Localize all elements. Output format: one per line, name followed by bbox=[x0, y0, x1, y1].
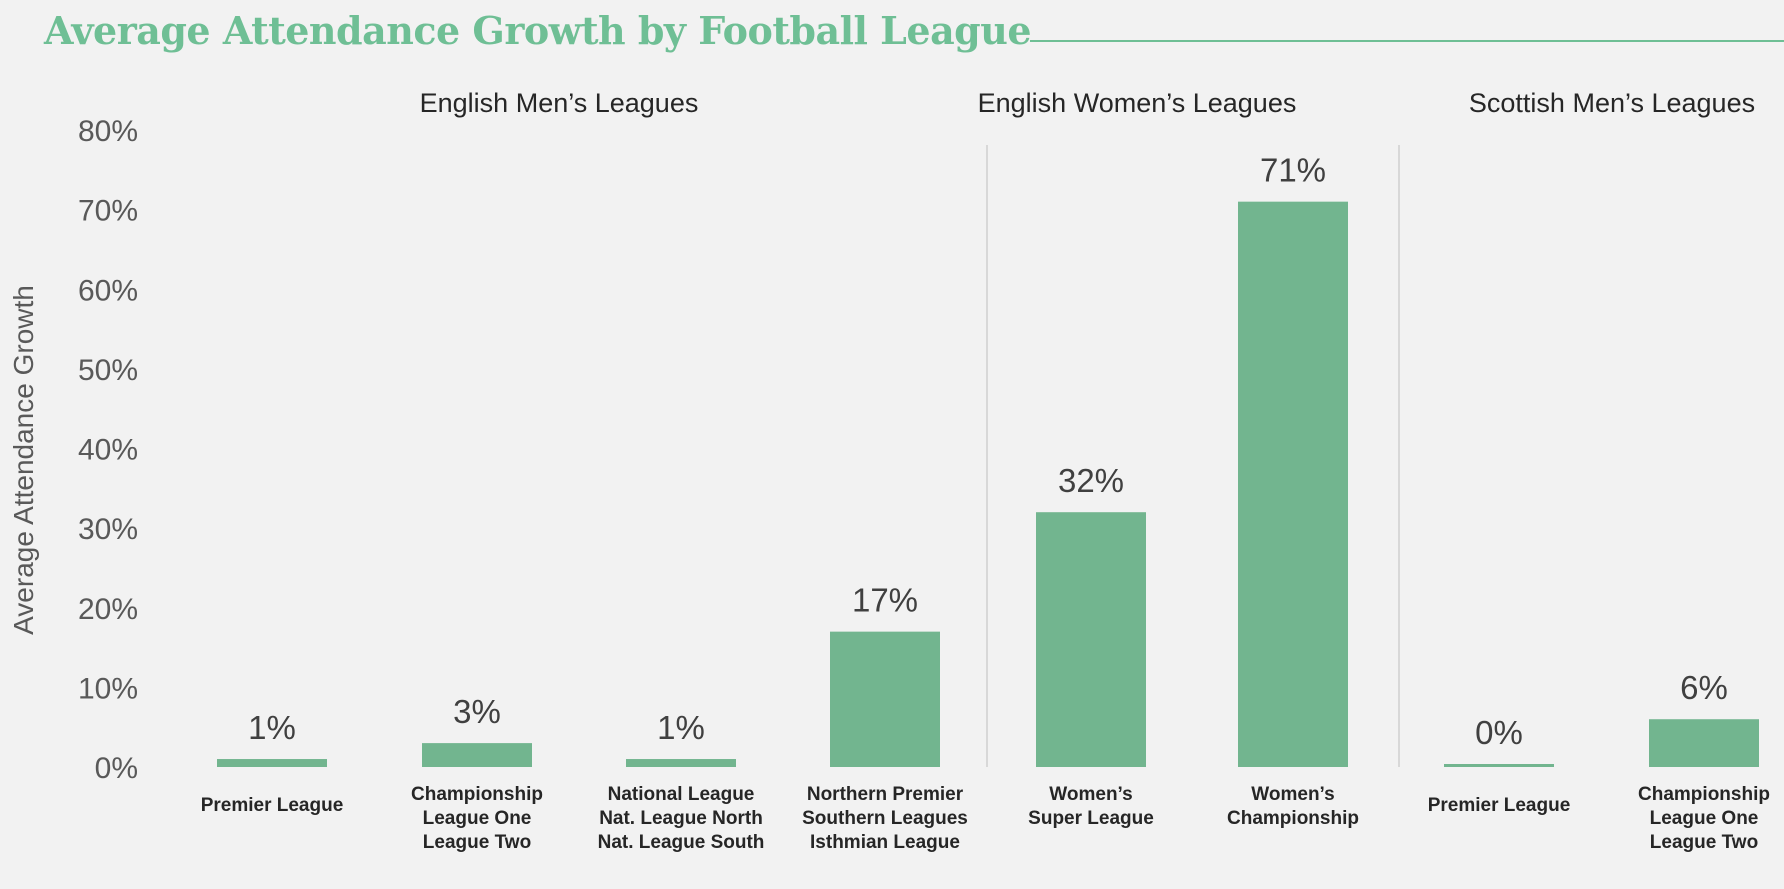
x-tick-label: Nat. League South bbox=[598, 832, 765, 853]
x-tick-label: League Two bbox=[423, 832, 531, 853]
data-label: 0% bbox=[1475, 714, 1523, 751]
x-tick-label: National League bbox=[608, 784, 755, 805]
bar bbox=[626, 759, 736, 767]
y-tick-label: 0% bbox=[95, 752, 138, 785]
bar bbox=[1036, 512, 1146, 767]
x-tick-label: League One bbox=[1650, 808, 1759, 829]
x-tick-label: Southern Leagues bbox=[802, 808, 968, 829]
x-tick-label: Isthmian League bbox=[810, 832, 960, 853]
x-tick-label: Super League bbox=[1028, 808, 1154, 829]
x-tick-label: League Two bbox=[1650, 832, 1758, 853]
data-label: 71% bbox=[1260, 152, 1326, 189]
x-tick-label: Premier League bbox=[201, 795, 344, 816]
y-tick-label: 40% bbox=[78, 434, 138, 467]
x-tick-label: Women’s bbox=[1049, 784, 1132, 805]
y-tick-label: 50% bbox=[78, 354, 138, 387]
data-label: 32% bbox=[1058, 462, 1124, 499]
x-tick-label: Championship bbox=[1638, 784, 1770, 805]
x-tick-label: League One bbox=[423, 808, 532, 829]
data-label: 3% bbox=[453, 693, 501, 730]
y-tick-label: 20% bbox=[78, 593, 138, 626]
chart-title: Average Attendance Growth by Football Le… bbox=[44, 8, 1032, 53]
x-tick-label: Championship bbox=[1227, 808, 1359, 829]
data-label: 1% bbox=[248, 709, 296, 746]
x-tick-label: Women’s bbox=[1251, 784, 1334, 805]
group-label: English Women’s Leagues bbox=[978, 88, 1297, 118]
x-tick-label: Premier League bbox=[1428, 795, 1571, 816]
x-tick-label: Northern Premier bbox=[807, 784, 964, 805]
group-label: English Men’s Leagues bbox=[420, 88, 699, 118]
group-label: Scottish Men’s Leagues bbox=[1469, 88, 1755, 118]
y-tick-label: 10% bbox=[78, 672, 138, 705]
x-tick-label: Championship bbox=[411, 784, 543, 805]
bar bbox=[217, 759, 327, 767]
x-tick-label: Nat. League North bbox=[599, 808, 763, 829]
title-rule bbox=[1030, 40, 1784, 42]
y-tick-label: 80% bbox=[78, 115, 138, 148]
bar bbox=[422, 743, 532, 767]
data-label: 17% bbox=[852, 582, 918, 619]
bar bbox=[1238, 201, 1348, 768]
bar bbox=[1444, 764, 1554, 767]
bar bbox=[830, 631, 940, 767]
y-tick-label: 30% bbox=[78, 513, 138, 546]
data-label: 1% bbox=[657, 709, 705, 746]
bar bbox=[1649, 719, 1759, 767]
y-tick-label: 70% bbox=[78, 195, 138, 228]
data-label: 6% bbox=[1680, 669, 1728, 706]
y-tick-label: 60% bbox=[78, 274, 138, 307]
